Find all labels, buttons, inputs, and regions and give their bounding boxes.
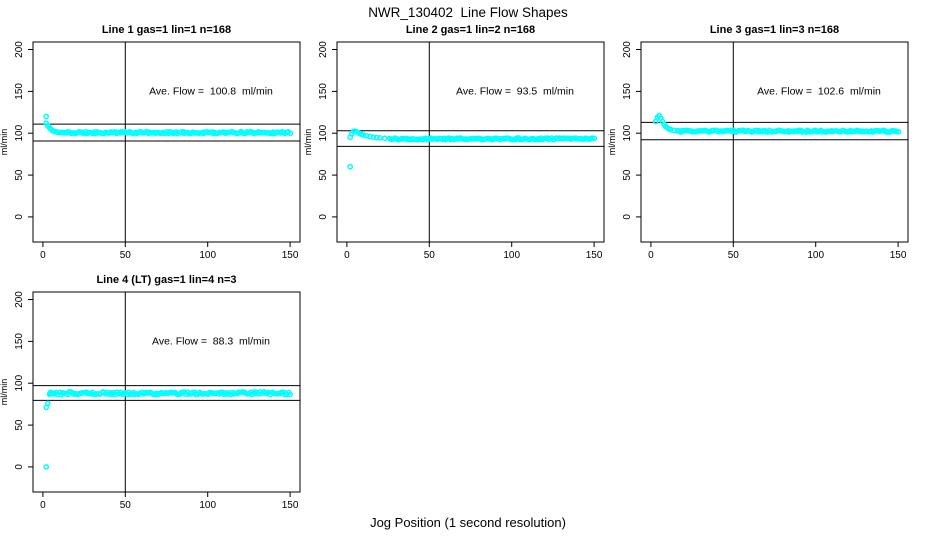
data-point xyxy=(43,113,50,120)
y-axis-label: ml/min xyxy=(607,129,617,156)
data-points xyxy=(43,113,294,137)
y-tick-label: 150 xyxy=(14,333,25,350)
subplot-3: 0 50 100 150 0 50 100 150 200 ml/min Line 3 gas=1 … xyxy=(607,24,909,261)
y-tick-label: 150 xyxy=(622,83,633,100)
data-points xyxy=(347,128,598,170)
y-tick-label: 100 xyxy=(14,374,25,391)
subplot-title: Line 4 (LT) gas=1 lin=4 n=3 xyxy=(96,274,236,286)
data-point xyxy=(370,134,377,140)
y-tick-label: 200 xyxy=(14,291,25,308)
figure-title: NWR_130402 Line Flow Shapes xyxy=(368,5,568,20)
data-point xyxy=(377,135,383,141)
subplot-title: Line 3 gas=1 lin=3 n=168 xyxy=(710,24,839,36)
subplot-2: 0 50 100 150 0 50 100 150 200 ml/min Line 2 gas=1 … xyxy=(303,24,605,261)
x-tick-label: 100 xyxy=(807,250,824,261)
x-tick-label: 100 xyxy=(199,500,216,511)
ave-flow-annotation: Ave. Flow = 93.5 ml/min xyxy=(456,85,574,97)
data-point xyxy=(667,126,674,133)
data-point xyxy=(43,464,50,470)
x-tick-label: 50 xyxy=(120,500,132,511)
data-point xyxy=(287,391,293,398)
y-axis-label: ml/min xyxy=(303,129,313,156)
data-point xyxy=(367,133,373,140)
y-tick-label: 100 xyxy=(622,124,633,141)
subplot-title: Line 1 gas=1 lin=1 n=168 xyxy=(102,24,231,36)
x-tick-label: 150 xyxy=(282,500,299,511)
ave-flow-annotation: Ave. Flow = 88.3 ml/min xyxy=(152,335,270,347)
y-tick-label: 0 xyxy=(14,214,25,220)
data-point xyxy=(895,128,902,135)
x-tick-label: 150 xyxy=(282,250,299,261)
y-tick-label: 100 xyxy=(14,124,25,141)
y-tick-label: 50 xyxy=(14,169,25,181)
y-tick-label: 0 xyxy=(14,464,25,470)
plot-box xyxy=(32,291,301,493)
data-point xyxy=(769,128,776,135)
data-point xyxy=(347,163,354,170)
x-tick-label: 50 xyxy=(728,250,740,261)
y-tick-label: 150 xyxy=(14,83,25,100)
ave-flow-annotation: Ave. Flow = 102.6 ml/min xyxy=(757,85,881,97)
subplot-1: 0 50 100 150 0 50 100 150 200 ml/min Line 1 gas=1 … xyxy=(0,24,301,261)
x-tick-label: 150 xyxy=(890,250,907,261)
y-tick-label: 150 xyxy=(318,83,329,100)
x-tick-label: 100 xyxy=(503,250,520,261)
plot-box xyxy=(336,41,605,243)
data-point xyxy=(699,128,705,134)
subplot-title: Line 2 gas=1 lin=2 n=168 xyxy=(406,24,535,36)
data-point xyxy=(591,135,598,142)
y-tick-label: 50 xyxy=(622,169,633,181)
data-point xyxy=(363,132,370,139)
y-tick-label: 200 xyxy=(622,41,633,58)
data-point xyxy=(671,127,677,134)
y-tick-label: 50 xyxy=(14,419,25,431)
x-tick-label: 0 xyxy=(40,500,46,511)
data-point xyxy=(272,390,279,397)
data-point xyxy=(860,128,867,135)
ave-flow-annotation: Ave. Flow = 100.8 ml/min xyxy=(149,85,273,97)
x-tick-label: 0 xyxy=(648,250,654,261)
plot-box xyxy=(32,41,301,243)
x-tick-label: 50 xyxy=(424,250,436,261)
figure-xlabel: Jog Position (1 second resolution) xyxy=(370,515,566,530)
y-tick-label: 100 xyxy=(318,124,329,141)
data-point xyxy=(44,400,51,407)
data-point xyxy=(381,135,388,142)
x-tick-label: 0 xyxy=(40,250,46,261)
y-axis-label: ml/min xyxy=(0,379,9,406)
x-tick-label: 0 xyxy=(344,250,350,261)
y-tick-label: 0 xyxy=(622,214,633,220)
x-tick-label: 100 xyxy=(199,250,216,261)
plot-box xyxy=(640,41,909,243)
y-axis-label: ml/min xyxy=(0,129,9,156)
data-point xyxy=(589,135,595,142)
data-points xyxy=(652,112,902,135)
x-tick-label: 50 xyxy=(120,250,132,261)
data-point xyxy=(373,134,380,141)
y-tick-label: 200 xyxy=(318,41,329,58)
subplot-4: 0 50 100 150 0 50 100 150 200 ml/min Line 4 (LT) g… xyxy=(0,274,301,511)
y-tick-label: 0 xyxy=(318,214,329,220)
y-tick-label: 200 xyxy=(14,41,25,58)
data-points xyxy=(43,389,293,470)
data-point xyxy=(287,130,294,137)
y-tick-label: 50 xyxy=(318,169,329,181)
x-tick-label: 150 xyxy=(586,250,603,261)
data-point xyxy=(94,391,100,397)
